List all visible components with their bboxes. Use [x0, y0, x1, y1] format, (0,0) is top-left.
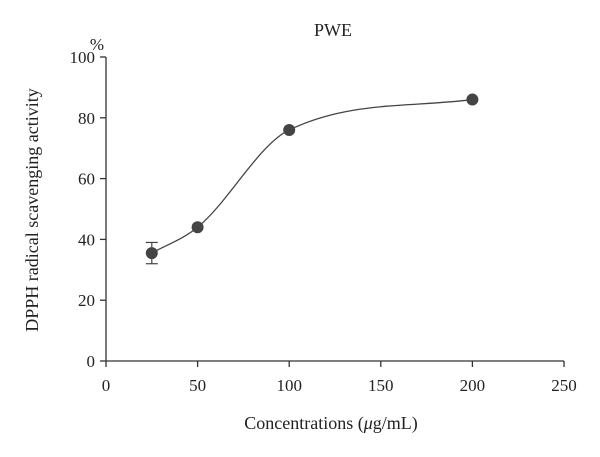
plot-area: 0 20 40 60 80 100 0 50 100 150 200 250 [70, 48, 577, 395]
y-unit-label: % [90, 35, 104, 54]
y-tick-label: 80 [78, 109, 95, 128]
x-tick-label: 200 [460, 376, 486, 395]
data-points [145, 93, 479, 260]
y-ticks: 0 20 40 60 80 100 [70, 48, 106, 371]
x-axis-label-prefix: Concentrations ( [244, 413, 363, 434]
y-tick-label: 40 [78, 230, 95, 249]
fit-curve [151, 98, 473, 254]
x-ticks: 0 50 100 150 200 250 [102, 361, 577, 395]
y-tick-label: 60 [78, 170, 95, 189]
data-point [191, 221, 204, 234]
chart-title: PWE [314, 20, 352, 40]
x-tick-label: 0 [102, 376, 111, 395]
x-tick-label: 150 [368, 376, 394, 395]
data-point [145, 247, 158, 260]
x-axis-label: Concentrations (μg/mL) [244, 413, 418, 434]
y-tick-label: 100 [70, 48, 96, 67]
x-tick-label: 50 [189, 376, 206, 395]
y-tick-label: 0 [87, 352, 96, 371]
x-tick-label: 100 [276, 376, 302, 395]
y-tick-label: 20 [78, 291, 95, 310]
y-axis-label: DPPH radical scavenging activity [22, 88, 42, 331]
x-axis-label-suffix: g/mL) [373, 413, 418, 434]
x-axis-label-mu: μ [363, 413, 373, 433]
data-point [466, 93, 479, 106]
data-point [283, 123, 296, 136]
x-tick-label: 250 [551, 376, 577, 395]
